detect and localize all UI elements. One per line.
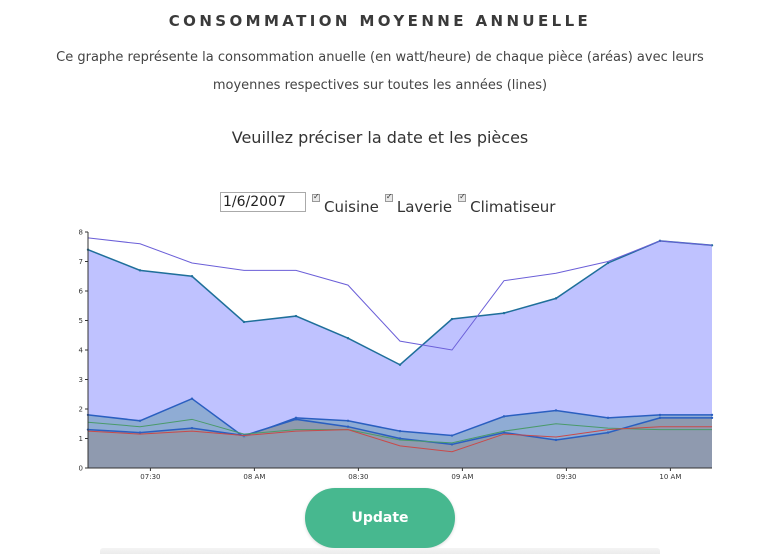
point-laverie xyxy=(190,397,194,400)
point-laverie xyxy=(398,429,402,433)
selection-prompt: Veuillez préciser la date et les pièces xyxy=(231,128,529,147)
point-cuisine xyxy=(294,418,298,421)
point-cuisine xyxy=(398,437,402,440)
point-climatiseur xyxy=(190,275,194,278)
chart-description: Ce graphe représente la consommation anu… xyxy=(56,50,704,93)
laverie-label: Laverie xyxy=(396,198,453,216)
point-laverie xyxy=(502,415,506,418)
point-cuisine xyxy=(190,426,194,430)
cuisine-checkbox[interactable] xyxy=(312,192,320,202)
point-climatiseur xyxy=(710,244,714,247)
point-laverie xyxy=(710,413,714,417)
point-cuisine xyxy=(658,416,662,420)
x-tick-label: 09 AM xyxy=(451,473,473,481)
point-laverie xyxy=(138,419,142,422)
point-laverie xyxy=(346,419,350,422)
y-tick-label: 8 xyxy=(79,229,83,237)
date-input[interactable] xyxy=(220,192,306,212)
x-tick-label: 09:30 xyxy=(556,473,576,481)
x-tick-label: 07:30 xyxy=(140,473,160,481)
bottom-panel-edge xyxy=(100,548,660,554)
area-cuisine xyxy=(88,417,712,468)
point-cuisine xyxy=(502,431,506,434)
y-tick-label: 6 xyxy=(79,288,84,296)
climatiseur-label: Climatiseur xyxy=(470,198,556,216)
laverie-checkbox[interactable] xyxy=(384,192,393,202)
y-tick-label: 3 xyxy=(79,376,83,384)
filter-controls: Cuisine Laverie Climatiseur xyxy=(220,192,559,216)
y-tick-label: 4 xyxy=(79,347,84,355)
point-laverie xyxy=(606,416,610,420)
point-laverie xyxy=(554,409,558,412)
point-cuisine xyxy=(606,431,610,434)
cuisine-label: Cuisine xyxy=(324,198,379,216)
y-tick-label: 5 xyxy=(79,317,83,325)
y-tick-label: 7 xyxy=(79,258,83,266)
point-cuisine xyxy=(346,425,350,428)
point-laverie xyxy=(658,413,662,417)
mean-line-climatiseur xyxy=(87,237,713,351)
page-title: CONSOMMATION MOYENNE ANNUELLE xyxy=(168,12,592,30)
point-cuisine xyxy=(138,431,142,434)
x-tick-label: 08:30 xyxy=(348,473,368,481)
y-tick-label: 0 xyxy=(79,465,83,473)
point-cuisine xyxy=(554,438,558,442)
x-tick-label: 08 AM xyxy=(243,473,265,481)
point-climatiseur xyxy=(346,337,350,340)
point-climatiseur xyxy=(554,297,558,300)
y-tick-label: 2 xyxy=(79,406,83,414)
update-button[interactable]: Update xyxy=(305,488,455,548)
y-tick-label: 1 xyxy=(79,435,83,443)
mean-line-cuisine xyxy=(87,426,712,453)
point-climatiseur xyxy=(398,363,402,366)
point-climatiseur xyxy=(606,261,610,265)
point-cuisine xyxy=(450,443,454,446)
climatiseur-checkbox[interactable] xyxy=(458,192,467,202)
point-climatiseur xyxy=(502,311,506,315)
mean-line-laverie xyxy=(87,418,712,444)
point-cuisine xyxy=(710,416,714,420)
point-climatiseur xyxy=(450,317,454,321)
point-climatiseur xyxy=(294,314,298,318)
point-climatiseur xyxy=(242,320,246,324)
point-climatiseur xyxy=(138,269,142,272)
point-laverie xyxy=(450,434,454,437)
x-tick-label: 10 AM xyxy=(659,473,681,481)
